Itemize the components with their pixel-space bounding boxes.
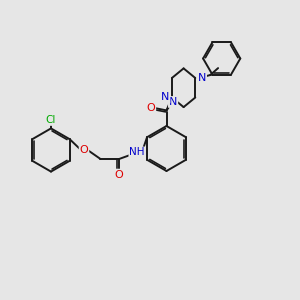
Text: N: N <box>161 92 170 103</box>
Text: Cl: Cl <box>46 115 56 125</box>
Text: O: O <box>80 145 88 155</box>
Text: N: N <box>198 73 206 83</box>
Text: O: O <box>146 103 155 113</box>
Text: NH: NH <box>129 147 145 158</box>
Text: N: N <box>169 97 177 107</box>
Text: O: O <box>115 169 124 180</box>
